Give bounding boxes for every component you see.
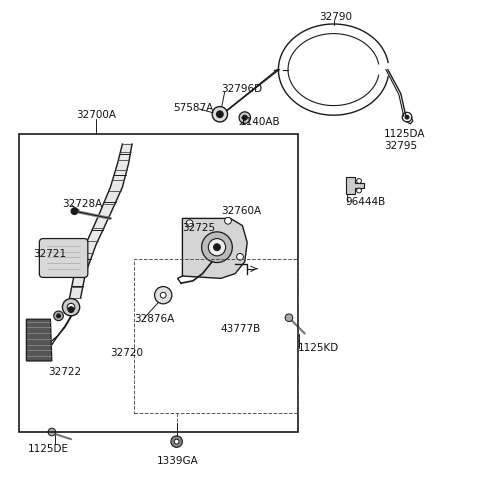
Polygon shape (182, 218, 247, 278)
Text: 1140AB: 1140AB (240, 118, 281, 127)
Circle shape (186, 220, 193, 227)
Text: 1125DE: 1125DE (27, 444, 69, 454)
Circle shape (208, 239, 226, 256)
Text: 32760A: 32760A (221, 206, 261, 216)
Circle shape (171, 436, 182, 447)
Bar (19, 134, 298, 432)
Polygon shape (70, 144, 132, 298)
Circle shape (357, 188, 361, 193)
Circle shape (160, 292, 166, 298)
Polygon shape (26, 319, 52, 361)
Text: 32876A: 32876A (134, 314, 175, 324)
Circle shape (216, 111, 223, 118)
Text: 32725: 32725 (182, 223, 216, 233)
FancyBboxPatch shape (39, 239, 88, 277)
Text: 32700A: 32700A (76, 110, 116, 120)
Circle shape (239, 112, 251, 123)
Text: 1125KD: 1125KD (298, 343, 339, 353)
Circle shape (237, 253, 243, 260)
Text: 32722: 32722 (48, 367, 81, 377)
Circle shape (285, 314, 293, 322)
Circle shape (242, 115, 247, 120)
Circle shape (57, 314, 60, 318)
Text: 32795: 32795 (384, 142, 417, 151)
Circle shape (174, 439, 179, 444)
Text: 32796D: 32796D (221, 84, 262, 94)
Text: 32790: 32790 (320, 12, 352, 22)
Circle shape (155, 287, 172, 304)
Circle shape (202, 232, 232, 263)
Circle shape (212, 107, 228, 122)
Circle shape (68, 307, 74, 312)
Circle shape (54, 311, 63, 321)
Text: 57587A: 57587A (173, 103, 213, 113)
Text: 32728A: 32728A (62, 199, 103, 209)
Circle shape (62, 299, 80, 316)
Text: 1125DA: 1125DA (384, 130, 425, 139)
Circle shape (405, 115, 409, 119)
Circle shape (225, 217, 231, 224)
Circle shape (67, 303, 75, 311)
Polygon shape (346, 177, 364, 194)
Text: 43777B: 43777B (221, 324, 261, 334)
Text: 96444B: 96444B (346, 197, 386, 206)
Circle shape (214, 244, 220, 251)
Text: 32721: 32721 (34, 250, 67, 259)
Circle shape (357, 179, 361, 183)
Bar (134, 259, 298, 413)
Text: 32720: 32720 (110, 348, 144, 358)
Text: 1339GA: 1339GA (157, 456, 198, 466)
Circle shape (48, 428, 56, 436)
Circle shape (71, 208, 78, 215)
